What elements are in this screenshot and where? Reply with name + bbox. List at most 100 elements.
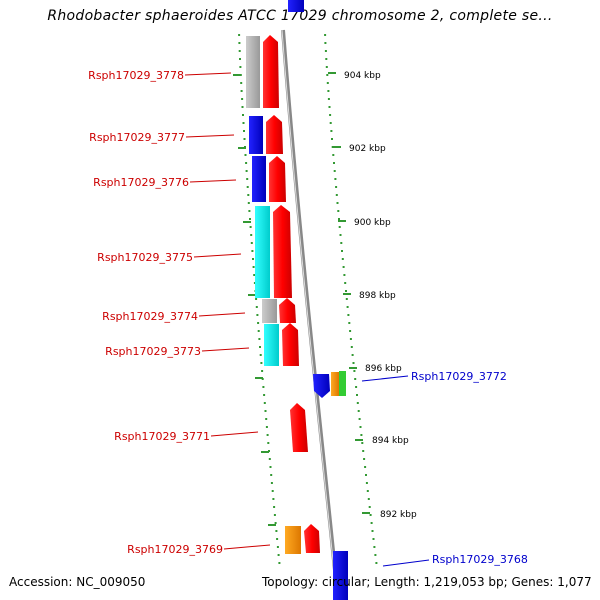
scale-ticks xyxy=(328,72,370,514)
top-gene-fragment xyxy=(288,0,304,12)
scale-dot xyxy=(339,234,342,236)
scale-label: 902 kbp xyxy=(349,144,386,154)
gene-3775-neighbor xyxy=(255,206,270,298)
scale-dot xyxy=(368,506,371,508)
scale-dot xyxy=(365,474,367,476)
scale-dot xyxy=(342,266,345,268)
scale-dot xyxy=(252,266,255,268)
gene-3772[interactable] xyxy=(313,371,346,398)
scale-dot xyxy=(270,474,273,476)
gene-label-3769[interactable]: Rsph17029_3769 xyxy=(127,543,223,556)
scale-dot xyxy=(328,106,331,108)
scale-dot xyxy=(272,498,275,500)
scale-dot xyxy=(243,138,246,140)
gene-3776[interactable] xyxy=(252,156,286,202)
scale-dots-left xyxy=(238,34,281,564)
gene-label-3775[interactable]: Rsph17029_3775 xyxy=(97,251,193,264)
scale-dot xyxy=(258,338,261,340)
gene-3768[interactable] xyxy=(333,551,348,600)
leader-lines xyxy=(184,72,430,567)
scale-dot xyxy=(373,546,376,548)
scale-dot xyxy=(242,114,244,116)
scale-dot xyxy=(356,394,358,396)
scale-dot xyxy=(265,418,268,420)
scale-dot xyxy=(331,146,334,148)
scale-dot xyxy=(250,234,253,236)
scale-label: 892 kbp xyxy=(380,510,417,520)
gene-label-3774[interactable]: Rsph17029_3774 xyxy=(102,310,198,323)
scale-dot xyxy=(276,538,279,540)
chromosome-backbone xyxy=(281,29,340,600)
scale-dot xyxy=(259,346,261,348)
scale-label: 904 kbp xyxy=(344,71,381,81)
scale-dot xyxy=(241,98,244,100)
scale-label: 896 kbp xyxy=(365,364,402,374)
scale-dots-right xyxy=(324,34,378,564)
scale-dot xyxy=(335,186,338,188)
scale-dot xyxy=(335,194,338,196)
scale-dot xyxy=(355,386,358,388)
scale-dot xyxy=(358,418,361,420)
scale-dot xyxy=(265,426,268,428)
scale-dot xyxy=(372,538,375,540)
scale-dot xyxy=(253,274,256,276)
scale-dot xyxy=(353,370,356,372)
scale-dot xyxy=(239,66,242,68)
scale-dot xyxy=(262,386,265,388)
scale-dot xyxy=(260,362,263,364)
gene-label-3777[interactable]: Rsph17029_3777 xyxy=(89,131,185,144)
gene-label-3768[interactable]: Rsph17029_3768 xyxy=(432,553,528,566)
scale-dot xyxy=(325,58,328,60)
gene-labels: Rsph17029_3778 Rsph17029_3777 Rsph17029_… xyxy=(88,69,528,566)
scale-label: 894 kbp xyxy=(372,436,409,446)
gene-3778[interactable] xyxy=(246,35,279,108)
scale-dot xyxy=(366,490,369,492)
scale-dot xyxy=(352,362,355,364)
scale-tick xyxy=(343,293,351,295)
gene-label-3773[interactable]: Rsph17029_3773 xyxy=(105,345,201,358)
scale-dot xyxy=(238,34,241,36)
gene-3777[interactable] xyxy=(249,115,283,154)
gene-3773[interactable] xyxy=(264,323,299,366)
gene-3771[interactable] xyxy=(290,403,308,452)
scale-dot xyxy=(253,282,256,284)
gene-label-3772[interactable]: Rsph17029_3772 xyxy=(411,370,507,383)
scale-dot xyxy=(344,282,347,284)
left-ticks xyxy=(233,74,276,526)
scale-tick xyxy=(355,439,363,441)
scale-dot xyxy=(243,130,245,132)
gene-3772-neighbor-green xyxy=(339,371,346,396)
scale-dot xyxy=(346,306,349,308)
scale-dot xyxy=(338,218,340,220)
scale-dot xyxy=(261,370,264,372)
gene-label-3776[interactable]: Rsph17029_3776 xyxy=(93,176,189,189)
scale-dot xyxy=(248,210,251,212)
scale-dot xyxy=(327,90,330,92)
gene-label-3778[interactable]: Rsph17029_3778 xyxy=(88,69,184,82)
scale-dot xyxy=(330,130,333,132)
gene-3774[interactable] xyxy=(262,298,296,323)
scale-dot xyxy=(345,298,348,300)
scale-dot xyxy=(365,482,368,484)
gene-label-3771[interactable]: Rsph17029_3771 xyxy=(114,430,210,443)
scale-dot xyxy=(240,82,243,84)
gene-3775[interactable] xyxy=(255,205,292,298)
map-title: Rhodobacter sphaeroides ATCC 17029 chrom… xyxy=(47,8,553,24)
gene-3769-neighbor xyxy=(285,526,301,554)
gene-3769[interactable] xyxy=(285,524,320,554)
scale-dot xyxy=(354,378,357,380)
gene-3775-arrow xyxy=(273,205,292,298)
scale-tick xyxy=(328,72,336,74)
gene-3777-arrow xyxy=(266,115,283,154)
scale-dot xyxy=(255,298,258,300)
scale-dot xyxy=(364,466,367,468)
scale-label: 898 kbp xyxy=(359,291,396,301)
gene-3772-arrow xyxy=(313,374,330,398)
gene-3773-arrow xyxy=(282,323,299,366)
scale-dot xyxy=(336,202,339,204)
scale-dot xyxy=(326,82,329,84)
scale-dot xyxy=(349,330,352,332)
accession-text: Accession: NC_009050 xyxy=(9,575,146,589)
scale-dot xyxy=(326,74,329,76)
